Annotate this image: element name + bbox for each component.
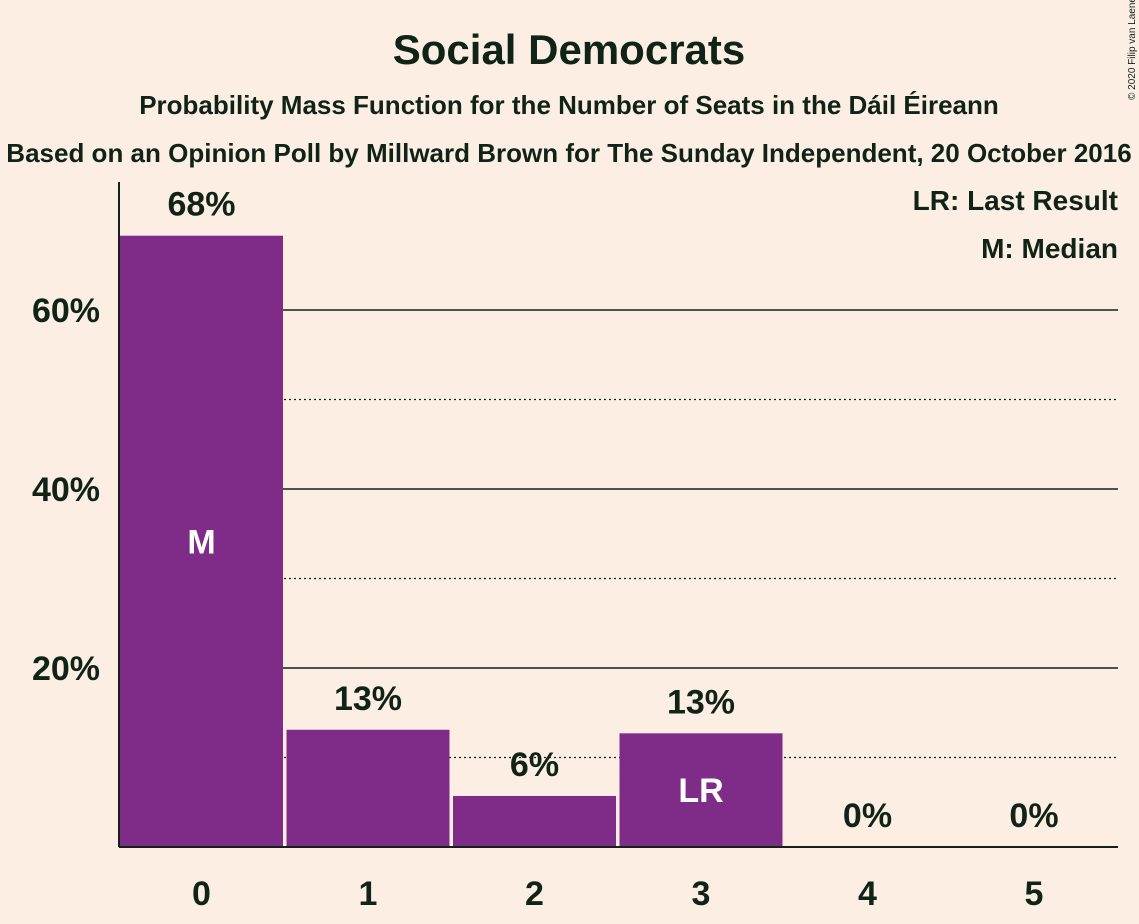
bar-value-label: 13% (334, 680, 402, 718)
x-tick-label: 4 (858, 875, 877, 913)
bar-marker-label: LR (678, 772, 723, 810)
legend-entry: M: Median (981, 233, 1118, 264)
x-tick-label: 0 (192, 875, 211, 913)
axes: 20% 40% 60% 0 1 2 3 4 5 (32, 182, 1118, 913)
x-tick-label: 2 (525, 875, 544, 913)
bar (619, 733, 783, 847)
bar (286, 729, 450, 847)
legend-entry: LR: Last Result (913, 185, 1118, 216)
chart-subtitle-poll: Based on an Opinion Poll by Millward Bro… (6, 138, 1131, 168)
chart-title: Social Democrats (393, 26, 746, 73)
x-tick-label: 3 (692, 875, 711, 913)
bar-value-label: 6% (510, 746, 559, 784)
x-tick-label: 1 (359, 875, 378, 913)
gridlines (119, 309, 1118, 759)
legend: LR: Last Result M: Median (913, 185, 1118, 264)
bar-value-label: 68% (167, 186, 235, 224)
copyright-notice: © 2020 Filip van Laenen (1127, 0, 1138, 100)
bar-labels: 68% M 13% 6% 13% LR 0% 0% (167, 186, 1058, 835)
bar-marker-label: M (187, 523, 215, 561)
bar-value-label: 13% (667, 683, 735, 721)
y-tick-label: 60% (32, 292, 100, 330)
bar-value-label: 0% (1009, 797, 1058, 835)
bar (120, 235, 283, 848)
chart-subtitle: Probability Mass Function for the Number… (139, 90, 999, 120)
bar-value-label: 0% (843, 797, 892, 835)
bars (120, 235, 783, 848)
y-tick-label: 40% (32, 471, 100, 509)
bar (453, 795, 616, 847)
y-tick-label: 20% (32, 650, 100, 688)
x-tick-label: 5 (1025, 875, 1044, 913)
